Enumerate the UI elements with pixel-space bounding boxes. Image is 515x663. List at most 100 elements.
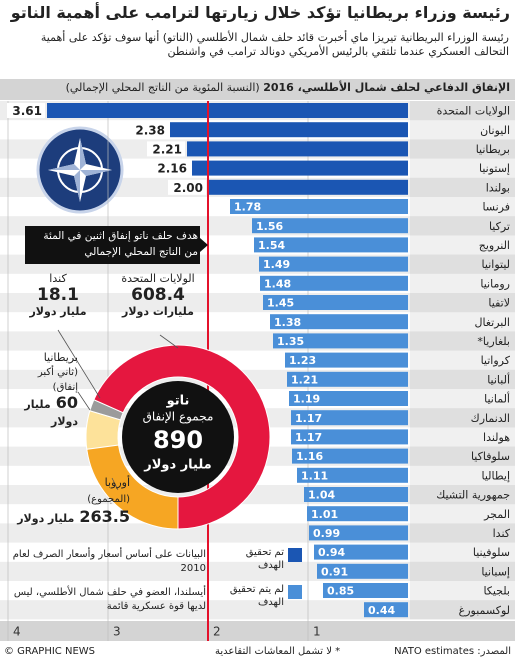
value-label-box: [147, 141, 185, 157]
bar: [170, 122, 408, 138]
axis-title-band: [0, 79, 515, 100]
legend-entry: لم يتم تحقيق الهدف: [226, 583, 284, 609]
leader-line: [159, 334, 179, 349]
value-label: 1.17: [295, 412, 322, 425]
category-label: لاتفيا: [488, 297, 510, 310]
value-label: 1.11: [301, 469, 328, 482]
note: أيسلندا، العضو في حلف شمال الأطلسي، ليس …: [13, 587, 206, 612]
x-tick-label: 2: [213, 625, 221, 639]
bar: [273, 333, 408, 349]
part-name: بريطانيا: [43, 351, 78, 364]
value-line: 60 مليار دولار: [12, 395, 78, 429]
donut-label: كندا 18.1 مليار دولار: [18, 272, 98, 318]
bar: [263, 295, 408, 310]
donut-segment: [93, 344, 271, 530]
legend-label: لم يتم تحقيق الهدف: [229, 584, 284, 608]
part-note: (ثاني أكبر إنفاق): [37, 367, 78, 393]
value-label: 1.23: [289, 354, 316, 367]
leader-line: [77, 391, 91, 411]
value-label: 1.56: [256, 220, 283, 233]
bar: [291, 410, 408, 426]
category-label: فرنسا: [482, 201, 510, 214]
label-column: [410, 101, 515, 620]
category-label: هولندا: [483, 431, 510, 444]
part-value: 60: [55, 393, 78, 412]
value-label: 1.49: [263, 258, 290, 271]
category-label: الدنمارك: [471, 412, 510, 425]
bar: [314, 544, 408, 560]
bar: [307, 506, 408, 522]
value-label: 0.99: [313, 527, 340, 540]
category-label: تركيا: [489, 220, 510, 233]
value-label: 0.44: [368, 604, 395, 617]
segment-name: أوروبا: [104, 476, 130, 489]
value-label-box: [168, 179, 206, 195]
callout: هدف حلف ناتو إنفاق اثنين في المئة من الن…: [28, 228, 198, 260]
value-label: 1.19: [293, 393, 320, 406]
bar: [287, 371, 408, 387]
bar: [259, 256, 408, 272]
value-label: 1.04: [308, 489, 335, 502]
category-label: الولايات المتحدة: [437, 105, 510, 118]
footnote-box: * لا تشمل المعاشات التقاعدية: [215, 646, 340, 657]
bar: [252, 218, 408, 234]
value-label: 1.45: [267, 297, 294, 310]
donut-label: أوروبا (المجموع) 263.5 مليار دولار: [8, 474, 130, 527]
axis-band: [0, 621, 515, 641]
segment-unit: مليار دولار: [17, 512, 75, 525]
center-subtitle: مجموع الإنفاق: [143, 410, 214, 425]
category-label: بلجيكا: [483, 585, 510, 598]
category-label: رومانيا: [480, 277, 510, 290]
axis-title: الإنفاق الدفاعي لحلف شمال الأطلسي، 2016 …: [66, 81, 510, 94]
value-label: 2.16: [157, 162, 187, 176]
bar: [254, 237, 408, 253]
segment-unit: مليارات دولار: [122, 305, 194, 318]
center-unit: مليار دولار: [143, 458, 211, 473]
value-label: 2.21: [152, 143, 182, 157]
note-box: أيسلندا، العضو في حلف شمال الأطلسي، ليس …: [10, 586, 206, 614]
bar: [285, 352, 408, 368]
segment-name: كندا: [49, 272, 67, 285]
part-unit: مليار دولار: [24, 398, 78, 428]
nato-logo: [36, 126, 124, 214]
source: المصدر: NATO estimates: [394, 646, 511, 657]
bar: [304, 487, 408, 502]
value-label: 1.54: [258, 239, 285, 252]
segment-name: الولايات المتحدة: [121, 272, 195, 285]
center-title: ناتو: [166, 394, 190, 409]
value-label: 1.38: [274, 316, 301, 329]
value-label: 3.61: [12, 104, 42, 118]
value-label: 2.00: [173, 181, 203, 195]
bar: [289, 391, 408, 406]
segment-note: (المجموع): [87, 494, 130, 505]
x-tick-label: 4: [13, 625, 21, 639]
bar: [297, 467, 408, 483]
category-label: البرتغال: [474, 316, 510, 329]
legend-swatch: [288, 585, 302, 599]
segment-value: 608.4: [131, 285, 185, 305]
category-label: بلغاريا*: [477, 335, 510, 348]
category-label: إيطاليا: [481, 469, 510, 482]
category-label: ألمانيا: [484, 392, 510, 406]
category-label: سلوفينيا: [473, 546, 510, 559]
bar: [260, 275, 408, 291]
legend-label: تم تحقيق الهدف: [245, 547, 284, 571]
value-label: 0.94: [318, 546, 345, 559]
category-label: بولندا: [486, 181, 510, 194]
bar: [309, 525, 408, 541]
bar: [208, 179, 408, 195]
footnote: * لا تشمل المعاشات التقاعدية: [215, 646, 341, 657]
category-label: بريطانيا: [476, 143, 510, 156]
center-total: 890: [153, 426, 203, 454]
segment-value: 18.1: [37, 285, 79, 305]
value-label: 1.01: [311, 508, 338, 521]
note-box: البيانات على أساس أسعار وأسعار الصرف لعا…: [10, 548, 206, 576]
category-label: سلوفاكيا: [471, 450, 510, 463]
donut-label: الولايات المتحدة 608.4 مليارات دولار: [106, 272, 210, 318]
legend-swatch: [288, 548, 302, 562]
value-label: 0.85: [327, 585, 354, 598]
category-label: اليونان: [480, 124, 510, 137]
value-label: 1.78: [234, 201, 261, 214]
credit: © GRAPHIC NEWS: [4, 646, 96, 657]
